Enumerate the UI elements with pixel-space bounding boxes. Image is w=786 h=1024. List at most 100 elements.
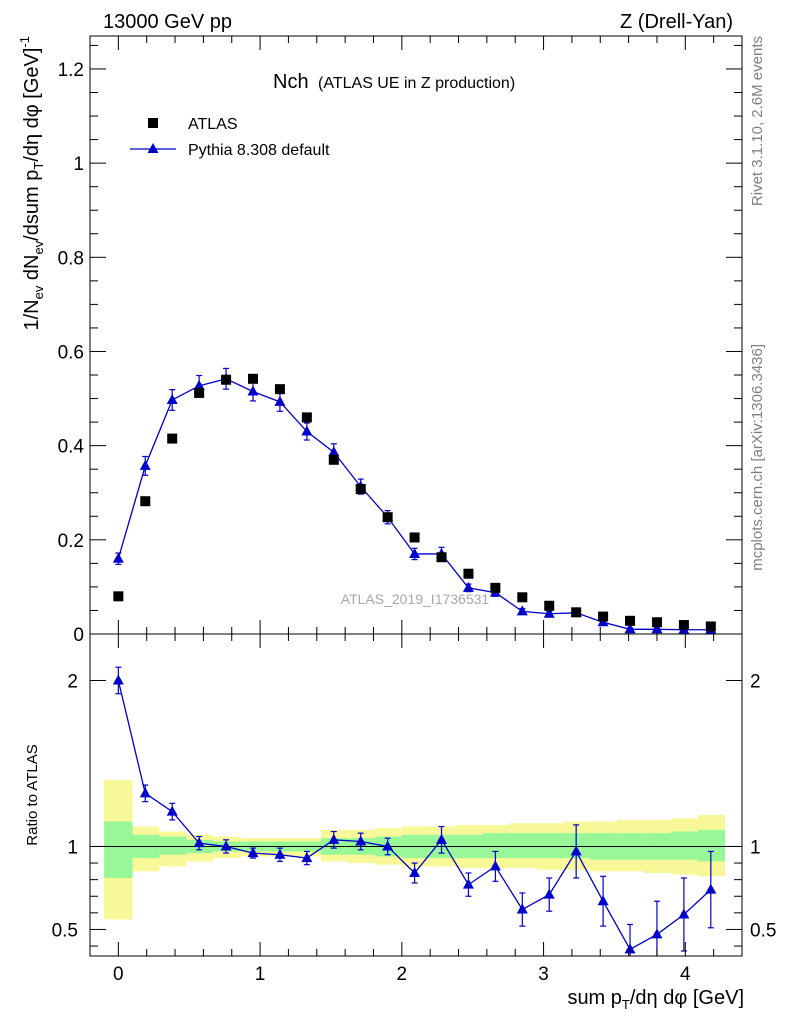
main-data-point [598,611,609,622]
ratio-x-tick-labels: 0 1 2 3 4 [113,964,691,985]
main-mc-point [112,552,124,563]
ratio-x-tick-label: 2 [397,964,408,985]
main-data-point [221,374,232,385]
main-data-point [436,552,447,563]
ratio-y-tick-label: 2 [67,671,78,692]
ratio-y-tick-labels: 0.5 0.5 1 1 2 2 [52,671,777,941]
ratio-mc-point [193,837,205,848]
ratio-y-tick-label-right: 0.5 [750,920,776,941]
main-data-point [167,433,178,444]
ratio-mc-point [651,928,663,939]
ratio-mc-point [624,943,636,954]
ratio-x-tick-label: 3 [538,964,549,985]
main-y-tick-label: 1.2 [58,60,84,81]
main-data-point [678,620,689,631]
main-y-tick-label: 0.4 [58,437,85,458]
main-y-tick-label: 1 [73,154,84,175]
main-data-point [274,384,285,395]
main-data-point [194,387,205,398]
ratio-y-tick-label-right: 2 [750,671,761,692]
ratio-mc-point [355,835,367,846]
ratio-mc-point [462,878,474,889]
ratio-band-inner [671,831,699,860]
ratio-mc-point [328,833,340,844]
ratio-mc-point [220,840,232,851]
main-data-point [544,600,555,611]
main-data-point [705,621,716,632]
main-y-tick-labels: 0 0.2 0.4 0.6 0.8 1 1.2 [58,60,85,646]
ratio-mc-point [301,852,313,863]
main-mc-point [139,459,151,470]
legend-atlas-marker [148,118,158,128]
plot-title-main: Nch [273,71,309,93]
main-mc-point [651,623,663,634]
main-data-point [328,454,339,465]
main-y-tick-label: 0 [73,625,84,646]
ratio-axis-ticks [89,634,743,956]
energy-label: 13000 GeV pp [103,11,232,33]
legend-pythia-marker [147,143,159,153]
ratio-band-inner [698,829,725,862]
main-mc-point [543,607,555,618]
ratio-mc-point [409,867,421,878]
main-mc-point [301,425,313,436]
main-y-tick-label: 0.2 [58,531,84,552]
legend-pythia-label: Pythia 8.308 default [188,142,330,159]
ratio-mc-point [516,903,528,914]
ratio-mc-point [489,860,501,871]
ratio-x-tick-label: 4 [680,964,691,985]
main-data-point [651,617,662,628]
ratio-band-inner [104,821,133,878]
main-mc-point [247,385,259,396]
ratio-mc-point [247,847,259,858]
main-data-series [113,373,716,632]
mcplots-label: mcplots.cern.ch [arXiv:1306.3436] [749,344,766,571]
plot-title: Nch (ATLAS UE in Z production) [273,71,515,93]
main-data-point [571,607,582,618]
main-data-point [113,591,124,602]
main-data-point [490,582,501,593]
process-label: Z (Drell-Yan) [620,11,733,33]
main-data-point [382,512,393,523]
main-mc-point [462,581,474,592]
main-y-tick-label: 0.6 [58,342,84,363]
legend-atlas-label: ATLAS [188,116,238,133]
ratio-panel: 0.5 0.5 1 1 2 2 0 1 2 3 4 [52,633,777,985]
ratio-band-inner [159,836,187,855]
main-mc-point [328,446,340,457]
ratio-y-tick-label: 0.5 [52,920,78,941]
main-mc-point [409,547,421,558]
ratio-mc-series [112,666,717,956]
main-mc-point [274,395,286,406]
main-mc-point [624,623,636,634]
main-y-tick-label: 0.8 [58,248,84,269]
main-data-point [409,532,420,543]
watermark-label: ATLAS_2019_I1736531 [341,591,490,607]
main-data-point [355,483,366,494]
main-data-point [463,568,474,579]
main-mc-point [193,379,205,390]
main-panel: 0 0.2 0.4 0.6 0.8 1 1.2 ATLAS_2019_I1736531 Nc… [58,35,743,646]
plot-title-sub: (ATLAS UE in Z production) [318,75,515,92]
ratio-mc-point [678,908,690,919]
ratio-mc-line [117,680,712,951]
ratio-mc-point [570,845,582,856]
main-y-axis-title: 1/Nev dNev/dsum pT/dη dφ [GeV]-1 [17,36,46,331]
main-data-point [140,496,151,507]
main-data-point [248,373,258,384]
ratio-x-tick-label: 0 [113,964,124,985]
main-data-point [301,412,312,423]
ratio-y-tick-label: 1 [67,837,78,858]
ratio-mc-point [597,895,609,906]
ratio-mc-point [382,840,394,851]
ratio-band-inner [509,833,537,859]
ratio-mc-point [705,883,717,894]
ratio-x-tick-label: 1 [255,964,266,985]
ratio-band-inner [536,833,564,859]
ratio-mc-point [166,805,178,816]
ratio-mc-point [543,888,555,899]
x-axis-title: sum pT/dη dφ [GeV] [567,987,744,1012]
legend: ATLAS Pythia 8.308 default [130,116,330,159]
rivet-version-label: Rivet 3.1.10, 2.6M events [749,36,766,206]
